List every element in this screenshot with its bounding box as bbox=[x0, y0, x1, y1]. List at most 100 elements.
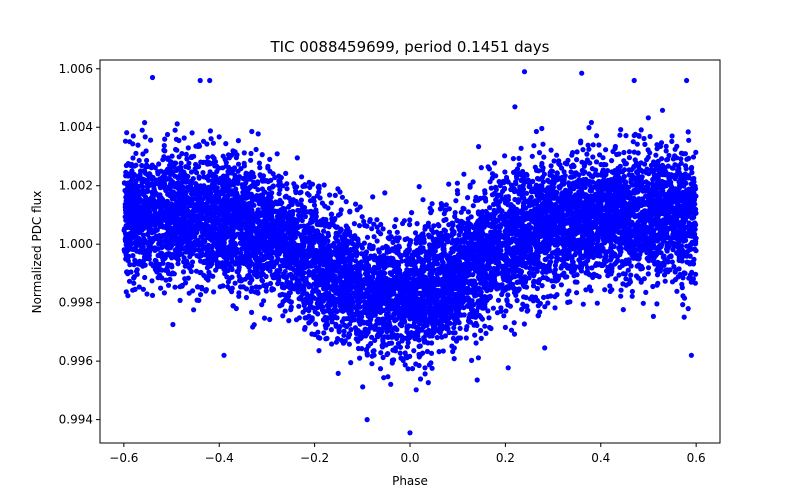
data-point bbox=[621, 149, 627, 156]
data-point bbox=[380, 354, 386, 361]
data-point bbox=[594, 300, 600, 306]
data-point bbox=[280, 183, 286, 189]
data-point bbox=[450, 335, 456, 341]
data-points bbox=[121, 69, 699, 436]
data-point bbox=[511, 331, 518, 337]
data-point bbox=[302, 306, 309, 313]
data-point bbox=[492, 160, 498, 166]
data-point bbox=[189, 263, 195, 269]
data-point bbox=[238, 166, 244, 172]
data-point bbox=[469, 357, 475, 363]
data-point bbox=[596, 274, 602, 280]
data-point bbox=[263, 288, 269, 294]
data-point bbox=[238, 250, 244, 256]
data-point bbox=[283, 170, 289, 176]
data-point bbox=[214, 185, 220, 191]
data-point bbox=[521, 195, 527, 201]
data-point bbox=[550, 283, 556, 290]
data-point bbox=[548, 163, 554, 169]
data-point bbox=[130, 253, 136, 259]
data-point bbox=[370, 274, 376, 280]
data-point bbox=[216, 165, 222, 171]
data-point bbox=[566, 231, 572, 237]
data-point bbox=[346, 341, 352, 347]
data-point bbox=[607, 283, 613, 289]
data-point bbox=[158, 285, 164, 291]
data-point bbox=[249, 128, 255, 135]
data-point bbox=[596, 142, 602, 148]
data-point bbox=[311, 202, 318, 208]
chart-title: TIC 0088459699, period 0.1451 days bbox=[269, 38, 549, 56]
data-point bbox=[516, 155, 522, 161]
data-point bbox=[449, 246, 455, 252]
data-point bbox=[200, 170, 206, 176]
data-point bbox=[183, 151, 189, 157]
data-point bbox=[488, 185, 494, 191]
data-point bbox=[185, 173, 191, 179]
data-point bbox=[482, 190, 488, 196]
data-point bbox=[184, 156, 190, 162]
data-point bbox=[681, 314, 687, 320]
data-point bbox=[175, 261, 181, 267]
data-point bbox=[299, 254, 305, 260]
data-point bbox=[371, 221, 377, 227]
data-point bbox=[520, 301, 526, 307]
data-point bbox=[302, 213, 308, 220]
data-point bbox=[241, 150, 247, 156]
data-point bbox=[400, 356, 406, 362]
data-point bbox=[557, 238, 563, 244]
data-point bbox=[369, 226, 375, 232]
data-point bbox=[574, 290, 580, 296]
data-point bbox=[174, 121, 180, 127]
data-point bbox=[405, 366, 411, 372]
data-point bbox=[650, 283, 656, 290]
data-point bbox=[626, 155, 633, 161]
data-point bbox=[540, 141, 546, 147]
data-point bbox=[457, 325, 463, 331]
data-point bbox=[422, 371, 428, 377]
data-point bbox=[122, 138, 129, 144]
data-point bbox=[304, 191, 311, 197]
data-point bbox=[198, 292, 204, 298]
data-point bbox=[223, 141, 229, 147]
data-point bbox=[654, 272, 661, 278]
data-point bbox=[184, 178, 191, 184]
data-point bbox=[547, 170, 553, 176]
data-point bbox=[663, 143, 669, 149]
data-point bbox=[409, 366, 416, 372]
data-point bbox=[589, 265, 595, 271]
data-point bbox=[616, 272, 622, 278]
data-point bbox=[683, 166, 689, 172]
data-point bbox=[284, 186, 290, 192]
data-point bbox=[638, 127, 644, 133]
data-point bbox=[436, 349, 442, 355]
data-point bbox=[390, 347, 396, 353]
data-point bbox=[602, 287, 608, 293]
data-point bbox=[191, 307, 197, 313]
data-point bbox=[465, 209, 471, 215]
data-point bbox=[641, 135, 647, 142]
data-point bbox=[195, 284, 201, 290]
data-point bbox=[130, 133, 136, 139]
data-point bbox=[516, 162, 522, 168]
data-point bbox=[133, 150, 139, 156]
data-point bbox=[284, 181, 290, 187]
data-point bbox=[175, 257, 181, 263]
data-point bbox=[370, 194, 376, 200]
data-point bbox=[172, 284, 178, 290]
data-point bbox=[417, 376, 424, 382]
data-point bbox=[609, 158, 615, 164]
data-point bbox=[178, 160, 184, 166]
data-point bbox=[680, 302, 686, 308]
data-point bbox=[302, 315, 308, 321]
data-point bbox=[382, 190, 388, 196]
data-point bbox=[256, 160, 262, 166]
data-point bbox=[467, 184, 473, 190]
data-point bbox=[188, 268, 194, 275]
data-point bbox=[434, 334, 440, 341]
data-point bbox=[185, 145, 191, 151]
data-point bbox=[588, 119, 595, 126]
data-point bbox=[574, 157, 580, 163]
data-point bbox=[124, 130, 130, 136]
